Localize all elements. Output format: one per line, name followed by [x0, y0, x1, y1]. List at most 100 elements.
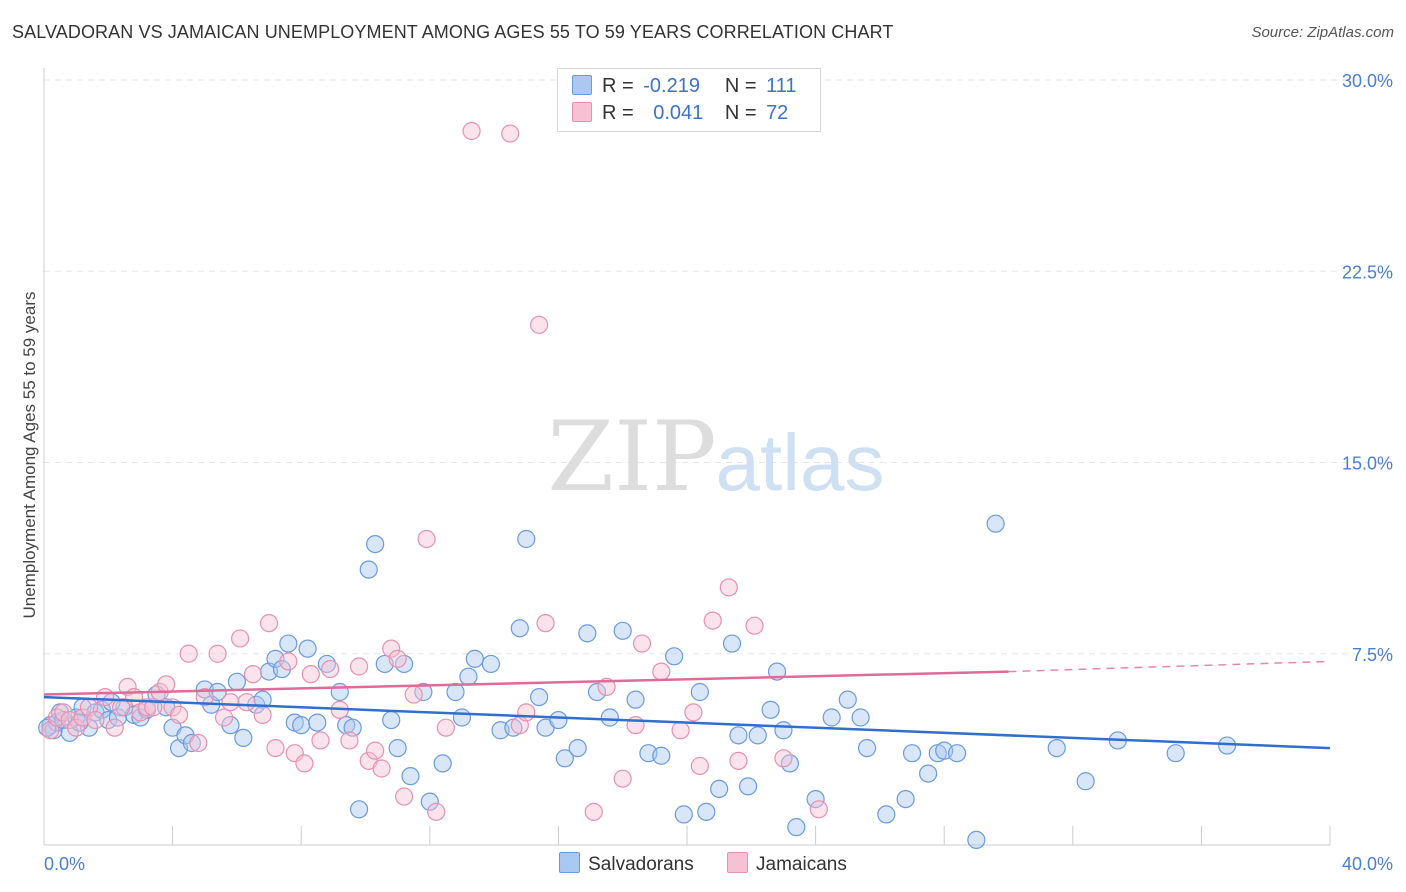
jamaican-point [809, 800, 828, 819]
jamaican-point [95, 687, 115, 707]
jamaican-point [436, 718, 455, 737]
salvadoran-point [600, 708, 619, 727]
legend-n-label: N = [724, 102, 757, 124]
jamaican-point [774, 749, 793, 768]
legend-n-value: 111 [766, 75, 797, 97]
jamaican-point [729, 751, 748, 770]
jamaican-point [144, 698, 163, 717]
legend-swatch-jamaicans [727, 852, 749, 873]
salvadoran-point [626, 690, 645, 709]
jamaican-point [118, 677, 137, 697]
salvadoran-point [401, 767, 420, 786]
jamaican-point [349, 657, 369, 676]
jamaican-point [417, 529, 436, 549]
series-legend: Salvadorans Jamaicans [0, 852, 1406, 876]
legend-swatch-salvadorans [572, 75, 592, 95]
legend-r-value: -0.219 [643, 75, 700, 97]
salvadoran-point [317, 654, 337, 674]
jamaican-point [652, 662, 671, 681]
legend-swatch-salvadorans [559, 852, 581, 873]
x-tick-label: 0.0% [44, 854, 85, 874]
jamaican-point [684, 703, 703, 722]
salvadoran-point [446, 682, 465, 702]
salvadoran-point [665, 647, 684, 666]
jamaican-point [169, 705, 189, 725]
salvadoran-point [722, 634, 742, 653]
jamaican-point [311, 731, 330, 750]
jamaican-trend-extension [1008, 660, 1331, 673]
salvadoran-point [851, 708, 870, 727]
legend-row-jamaicans: R = 0.041 N = 72 [572, 102, 788, 126]
salvadoran-point [510, 619, 529, 638]
y-tick-label: 7.5% [1352, 645, 1393, 665]
salvadoran-point [877, 805, 896, 824]
legend-item-jamaicans[interactable]: Jamaicans [727, 852, 847, 876]
salvadoran-point [308, 713, 327, 732]
axes [43, 68, 1331, 846]
jamaican-point [597, 677, 616, 697]
salvadoran-point [279, 634, 298, 653]
jamaican-point [67, 718, 86, 737]
jamaican-point [517, 703, 536, 722]
salvadoran-point [587, 682, 607, 702]
jamaican-point [394, 787, 414, 806]
salvadoran-point [366, 534, 385, 554]
salvadoran-point [481, 654, 500, 674]
jamaican-point [137, 698, 156, 717]
chart-title: SALVADORAN VS JAMAICAN UNEMPLOYMENT AMON… [12, 22, 894, 42]
jamaican-point [366, 741, 385, 760]
watermark-zip: ZIP [547, 401, 716, 513]
salvadoran-point [967, 830, 986, 850]
salvadoran-point [292, 716, 311, 735]
jamaican-point [221, 693, 240, 712]
legend-row-salvadorans: R = -0.219 N = 111 [572, 75, 796, 99]
salvadoran-point [690, 682, 709, 702]
jamaican-point [259, 614, 279, 633]
salvadoran-point [298, 639, 317, 658]
legend-r-label: R = [602, 102, 634, 124]
salvadoran-point [613, 621, 632, 640]
salvadoran-point [761, 700, 780, 719]
legend-n-label: N = [724, 75, 757, 97]
salvadoran-points [38, 514, 1237, 850]
salvadoran-point [857, 738, 877, 758]
jamaican-point [321, 659, 340, 679]
salvadoran-point [465, 649, 484, 668]
salvadoran-point [748, 726, 767, 745]
gridlines [44, 79, 1392, 655]
jamaican-point [530, 315, 549, 334]
jamaican-point [584, 802, 603, 821]
jamaican-point [690, 756, 709, 776]
watermark-atlas: atlas [716, 418, 885, 507]
salvadoran-point [919, 764, 938, 783]
salvadoran-point [1047, 738, 1066, 758]
jamaican-point [243, 665, 263, 684]
salvadoran-point [806, 789, 825, 809]
salvadoran-point [452, 708, 472, 727]
jamaican-point [372, 759, 391, 778]
jamaican-point [208, 644, 227, 663]
salvadoran-point [555, 749, 574, 768]
y-tick-label: 22.5% [1342, 262, 1393, 282]
salvadoran-point [710, 779, 729, 799]
legend-item-salvadorans[interactable]: Salvadorans [559, 852, 694, 876]
salvadoran-trend-line [43, 695, 1331, 750]
jamaican-point [266, 738, 285, 758]
salvadoran-point [382, 710, 401, 730]
jamaican-point [86, 710, 105, 730]
salvadoran-point [697, 802, 716, 821]
jamaican-point [112, 698, 131, 717]
salvadoran-point [549, 710, 568, 730]
jamaican-point [536, 614, 555, 633]
salvadoran-point [182, 733, 201, 753]
trend-lines [43, 660, 1331, 750]
jamaican-point [388, 649, 407, 668]
jamaican-point [253, 705, 272, 725]
salvadoran-point [787, 818, 806, 837]
jamaican-point [179, 644, 198, 663]
jamaican-point [295, 754, 314, 773]
salvadoran-point [822, 708, 841, 727]
salvadoran-point [652, 746, 671, 765]
legend-r-value: 0.041 [653, 102, 704, 124]
